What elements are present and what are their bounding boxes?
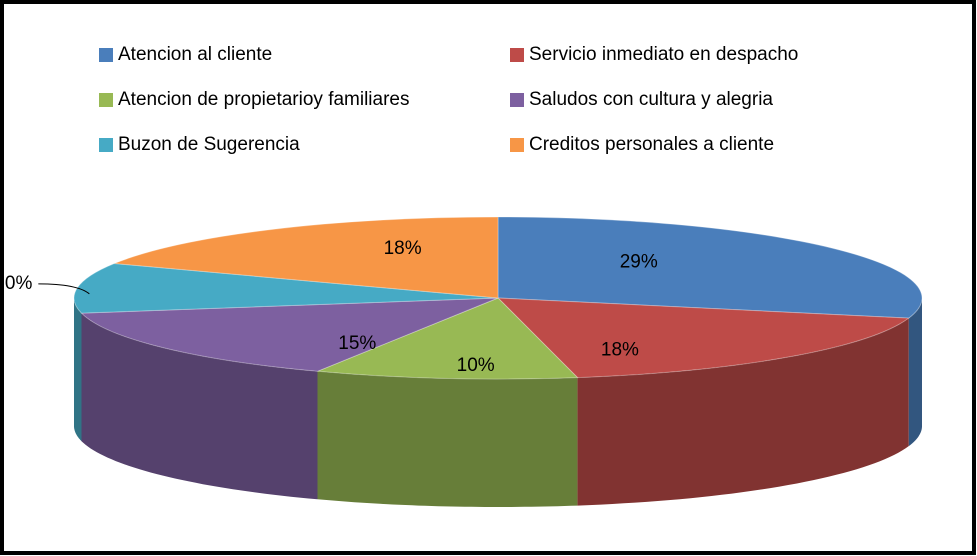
legend-label: Atencion de propietarioy familiares xyxy=(118,89,410,110)
data-label: 15% xyxy=(338,333,376,354)
legend-swatch xyxy=(99,138,113,152)
legend-label: Servicio inmediato en despacho xyxy=(529,44,798,65)
legend-swatch xyxy=(510,93,524,107)
pie-side xyxy=(577,318,909,506)
pie-slice xyxy=(497,216,923,319)
legend-swatch xyxy=(510,138,524,152)
leader-line xyxy=(38,283,90,295)
data-label: 10% xyxy=(0,273,32,294)
legend-label: Buzon de Sugerencia xyxy=(118,134,300,155)
data-label: 18% xyxy=(601,340,639,361)
pie-side xyxy=(908,298,922,447)
pie-slice xyxy=(114,216,499,299)
pie-side xyxy=(74,298,82,442)
data-label: 29% xyxy=(620,251,658,272)
data-label: 10% xyxy=(457,355,495,376)
pie-slice xyxy=(496,297,911,379)
legend-label: Creditos personales a cliente xyxy=(529,134,774,155)
data-label: 18% xyxy=(384,238,422,259)
legend-swatch xyxy=(510,48,524,62)
pie-slice xyxy=(80,297,499,372)
pie-side xyxy=(81,313,318,500)
pie-slice xyxy=(317,297,579,380)
legend-label: Atencion al cliente xyxy=(118,44,272,65)
legend-label: Saludos con cultura y alegria xyxy=(529,89,773,110)
legend-swatch xyxy=(99,93,113,107)
legend-swatch xyxy=(99,48,113,62)
pie-side xyxy=(317,371,578,507)
